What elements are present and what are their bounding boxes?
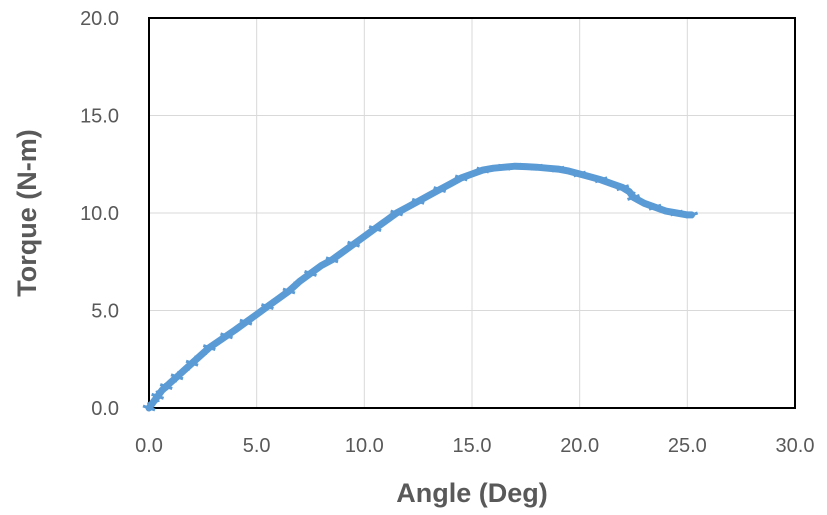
x-tick-label: 15.0 (453, 435, 492, 457)
data-point (176, 367, 190, 375)
data-point (390, 209, 404, 217)
data-point (637, 199, 651, 207)
data-point (670, 209, 684, 217)
data-point (211, 338, 225, 346)
data-point (159, 383, 173, 390)
data-point (142, 404, 156, 412)
data-point (508, 162, 522, 170)
x-axis-tick-labels: 0.0 5.0 10.0 15.0 20.0 25.0 30.0 (135, 435, 814, 457)
data-point (357, 232, 371, 240)
data-point (336, 248, 350, 256)
data-point (659, 207, 673, 215)
data-point (314, 262, 328, 270)
data-point (170, 373, 184, 381)
data-point (260, 303, 274, 311)
data-point (594, 176, 608, 184)
data-point (573, 170, 587, 178)
data-point (185, 359, 199, 367)
data-point (228, 326, 242, 334)
data-point (519, 163, 533, 171)
data-point (151, 392, 165, 400)
data-point (220, 332, 233, 340)
data-point (627, 193, 640, 201)
data-point (400, 203, 414, 211)
data-point (368, 225, 382, 233)
grid (149, 18, 795, 408)
data-point (497, 163, 511, 171)
data-point (422, 192, 436, 199)
data-point (616, 184, 630, 192)
data-point (282, 287, 296, 295)
data-point (164, 379, 178, 387)
y-tick-label: 10.0 (80, 203, 119, 225)
x-tick-label: 30.0 (776, 435, 815, 457)
data-point (433, 186, 447, 194)
x-tick-label: 20.0 (560, 435, 599, 457)
data-point (540, 164, 554, 172)
data-point (202, 344, 216, 351)
y-axis-title: Torque (N-m) (12, 129, 42, 296)
data-point (325, 256, 339, 264)
data-point (411, 197, 425, 205)
data-point (347, 240, 361, 248)
x-tick-label: 10.0 (345, 435, 384, 457)
data-point (271, 295, 285, 303)
x-tick-label: 0.0 (135, 435, 163, 457)
data-point (454, 174, 468, 182)
data-point (465, 170, 479, 178)
data-point (476, 166, 490, 174)
x-tick-label: 25.0 (668, 435, 707, 457)
data-point (194, 351, 208, 359)
x-axis-title: Angle (Deg) (396, 478, 548, 508)
x-tick-label: 5.0 (243, 435, 271, 457)
data-series (142, 162, 699, 412)
data-point (443, 180, 457, 188)
data-point (685, 211, 699, 219)
data-point (146, 398, 160, 406)
plot-area-border (148, 17, 796, 409)
data-point (583, 173, 597, 181)
data-point (551, 165, 565, 173)
y-tick-label: 20.0 (80, 8, 119, 30)
y-tick-label: 5.0 (91, 301, 119, 323)
data-point (379, 217, 393, 225)
data-point (239, 318, 253, 326)
data-point (293, 277, 307, 285)
y-axis-tick-labels: 0.0 5.0 10.0 15.0 20.0 (80, 8, 119, 420)
data-point (155, 387, 169, 394)
data-point (622, 188, 636, 195)
data-point (304, 270, 317, 277)
y-tick-label: 0.0 (91, 398, 119, 420)
data-point (487, 164, 501, 172)
data-point (530, 163, 544, 171)
y-tick-label: 15.0 (80, 106, 119, 128)
data-point (562, 167, 576, 175)
data-point (605, 180, 619, 188)
data-point (250, 310, 264, 318)
data-point (648, 203, 662, 211)
